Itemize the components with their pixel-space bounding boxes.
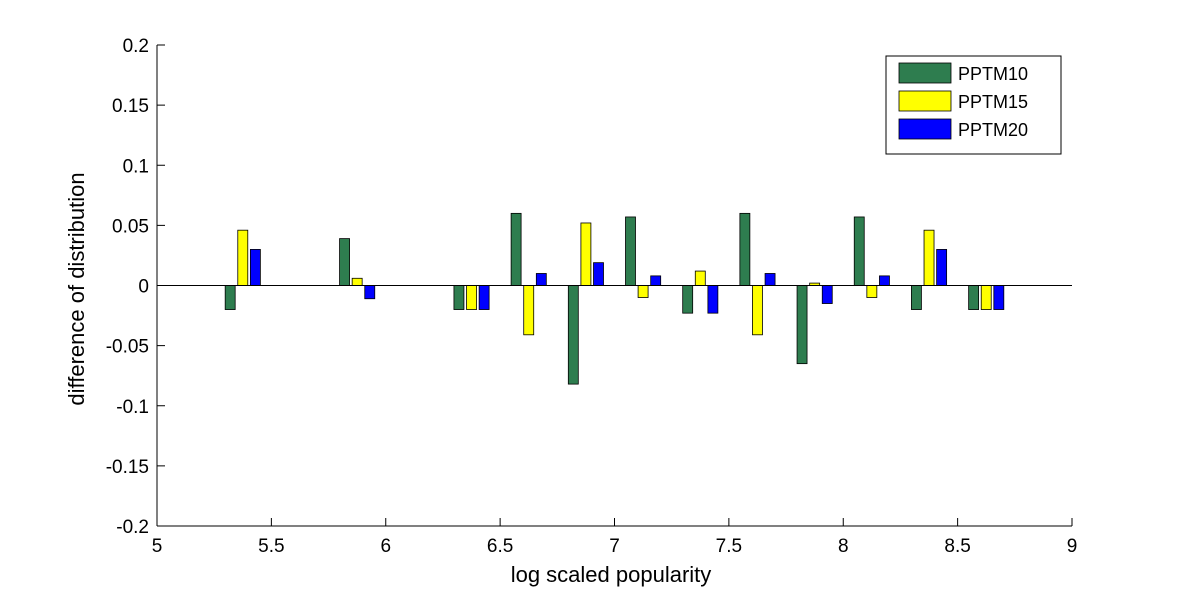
x-tick-label: 8: [838, 536, 849, 557]
bar-pptm20-9: [879, 275, 890, 286]
bar-pptm10-5: [625, 216, 636, 286]
bar-pptm20-4: [593, 262, 604, 286]
x-axis-title: log scaled popularity: [511, 562, 712, 587]
legend-swatch-pptm20: [898, 118, 952, 140]
y-tick-label: 0.05: [112, 216, 149, 237]
x-tick-label: 7.5: [716, 536, 742, 557]
bar-pptm20-6: [707, 285, 719, 314]
y-tick-label: -0.2: [116, 517, 149, 538]
bar-pptm20-1: [364, 285, 376, 300]
y-axis-title: difference of distribution: [64, 172, 89, 405]
bar-pptm20-11: [993, 285, 1005, 310]
y-tick-label: -0.1: [116, 397, 149, 418]
bar-pptm15-6: [694, 270, 706, 286]
x-tick-label: 6: [380, 536, 391, 557]
legend-label-pptm15: PPTM15: [958, 92, 1028, 112]
bar-pptm20-8: [821, 285, 833, 304]
x-tick-label: 9: [1067, 536, 1078, 557]
bar-pptm15-10: [923, 229, 935, 286]
bar-pptm15-7: [752, 285, 763, 336]
bar-pptm15-9: [866, 285, 878, 298]
bar-pptm10-9: [853, 216, 865, 286]
x-tick-label: 5.5: [258, 536, 284, 557]
bar-pptm20-3: [535, 273, 547, 286]
bar-pptm10-8: [796, 285, 808, 365]
bar-pptm10-11: [968, 285, 980, 310]
y-tick-label: -0.15: [106, 457, 149, 478]
y-axis-ticks: -0.2 -0.15 -0.1 -0.05 0 0.05 0.1 0.15 0.2: [106, 36, 165, 538]
legend-swatch-pptm10: [898, 62, 952, 84]
legend: PPTM10 PPTM15 PPTM20: [885, 55, 1062, 155]
bar-pptm20-10: [936, 249, 948, 286]
bar-pptm10-4: [567, 285, 579, 385]
bar-pptm10-2: [453, 285, 465, 310]
legend-label-pptm10: PPTM10: [958, 64, 1028, 84]
bar-pptm10-7: [739, 212, 751, 286]
bar-pptm10-0: [224, 285, 236, 310]
y-tick-label: 0.2: [123, 36, 149, 57]
x-tick-label: 7: [609, 536, 620, 557]
bar-pptm15-2: [466, 285, 477, 310]
y-tick-label: 0.15: [112, 96, 149, 117]
bar-pptm10-6: [682, 285, 694, 314]
legend-label-pptm20: PPTM20: [958, 120, 1028, 140]
bar-pptm10-3: [510, 212, 522, 286]
bar-pptm15-3: [523, 285, 535, 336]
x-tick-label: 5: [152, 536, 163, 557]
x-tick-label: 6.5: [487, 536, 513, 557]
bar-pptm15-5: [637, 285, 649, 298]
y-tick-label: -0.05: [106, 337, 149, 358]
y-tick-label: 0: [138, 277, 149, 298]
y-tick-label: 0.1: [123, 156, 149, 177]
bar-pptm15-11: [980, 285, 992, 310]
bars-group: [224, 212, 1005, 385]
bar-pptm20-5: [650, 275, 662, 286]
bar-pptm10-1: [339, 238, 350, 286]
bar-pptm15-1: [351, 277, 363, 286]
bar-pptm15-4: [580, 222, 592, 286]
bar-pptm15-0: [237, 229, 249, 286]
x-tick-label: 8.5: [944, 536, 970, 557]
legend-swatch-pptm15: [898, 90, 952, 112]
bar-pptm20-2: [478, 285, 490, 310]
bar-pptm20-0: [249, 249, 261, 286]
bar-pptm20-7: [764, 273, 776, 286]
x-axis-ticks: 5 5.5 6 6.5 7 7.5 8 8.5 9: [152, 518, 1078, 557]
bar-pptm10-10: [911, 285, 922, 310]
